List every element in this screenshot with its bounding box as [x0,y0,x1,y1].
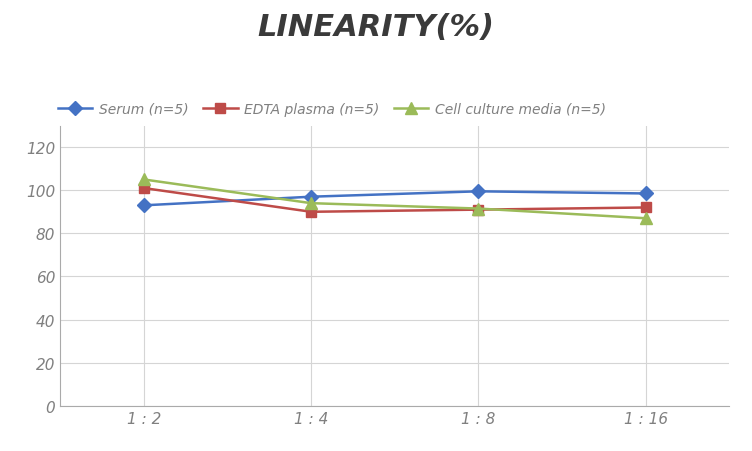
Serum (n=5) [307,194,316,200]
Line: Serum (n=5): Serum (n=5) [139,187,650,211]
Serum (n=5) [139,203,148,208]
Serum (n=5) [641,191,650,197]
EDTA plasma (n=5) [641,205,650,211]
EDTA plasma (n=5) [307,210,316,215]
EDTA plasma (n=5) [474,207,483,213]
Line: Cell culture media (n=5): Cell culture media (n=5) [138,175,651,224]
Cell culture media (n=5) [139,177,148,183]
Cell culture media (n=5) [641,216,650,221]
Line: EDTA plasma (n=5): EDTA plasma (n=5) [139,184,650,217]
Cell culture media (n=5) [307,201,316,207]
Serum (n=5) [474,189,483,194]
EDTA plasma (n=5) [139,186,148,191]
Text: LINEARITY(%): LINEARITY(%) [257,13,495,41]
Cell culture media (n=5) [474,207,483,212]
Legend: Serum (n=5), EDTA plasma (n=5), Cell culture media (n=5): Serum (n=5), EDTA plasma (n=5), Cell cul… [52,97,612,122]
